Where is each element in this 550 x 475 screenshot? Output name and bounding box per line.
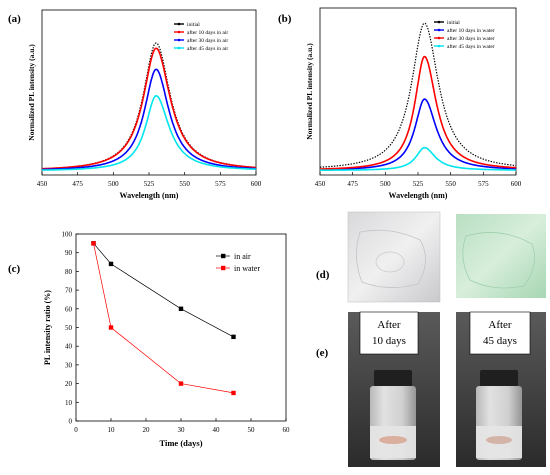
plot-frame [75,233,287,422]
y-tick-label: 30 [65,361,73,369]
x-tick-label: 600 [251,180,262,188]
x-tick-label: 575 [215,180,226,188]
data-point-0-1 [108,261,114,267]
y-axis-label: Normalized PL intensity (a.u.) [305,43,314,140]
legend-label-2: after 30 days in water [447,35,495,42]
x-axis-label: Wavelength (nm) [120,191,179,200]
data-point-0-2 [178,306,184,311]
x-tick-label: 450 [315,180,326,188]
panel-label-a: (a) [8,13,21,25]
y-tick-label: 20 [65,380,73,388]
caption-after-45-label: After [488,319,512,331]
x-tick-label: 550 [179,180,190,188]
y-axis-label: PL intensity ratio (%) [43,290,52,365]
data-point-1-1 [108,325,114,330]
data-point-1-3 [231,390,236,396]
data-point-0-3 [231,334,236,340]
x-tick-label: 600 [511,180,522,188]
panel-label-d: (d) [316,269,330,281]
x-axis-label: Time (days) [159,438,202,448]
series-line-1 [93,243,234,394]
y-tick-label: 90 [65,249,73,257]
x-tick-label: 500 [108,180,119,188]
y-tick-label: 40 [65,343,73,351]
chart-b: 450 475 500 525 550 575 600 Wavelength (nm) Norm… [305,7,522,200]
x-tick-label: 10 [108,426,116,434]
chart-c: 0 10 20 30 40 50 60 0 10 20 30 40 50 60 70 80 90 100 Time … [43,231,290,449]
photo-film-air [347,211,441,303]
legend-label-0: initial [187,22,200,28]
legend-marker-1 [437,28,441,32]
series-line-0 [41,42,257,170]
photo-vial-45-days: After 45 days [456,311,546,467]
legend-marker-2 [437,36,441,40]
series-line-0 [320,22,516,168]
legend-label-2: after 30 days in air [187,37,228,44]
series-line-3 [320,146,516,171]
x-tick-label: 500 [380,180,391,188]
series-line-0 [93,243,234,338]
legend-marker-1 [221,265,226,271]
chart-a: 450 475 500 525 550 575 600 Wavelength (nm) Norm… [27,9,262,200]
legend-label-3: after 45 days in water [447,43,495,50]
series-line-2 [320,55,516,170]
panel-label-b: (b) [278,13,292,25]
photo-vial-10-days: After 10 days [348,311,440,467]
legend-marker-1 [177,30,181,34]
panel-label-e: (e) [316,347,329,359]
y-tick-label: 100 [62,231,73,239]
x-tick-label: 450 [37,180,48,188]
y-tick-label: 0 [69,418,73,426]
y-tick-label: 10 [65,399,73,407]
caption-45-days: 45 days [483,335,517,347]
y-tick-label: 60 [65,305,73,313]
caption-10-days: 10 days [372,335,406,347]
y-tick-label: 50 [65,324,73,332]
x-tick-label: 475 [347,180,358,188]
x-tick-label: 525 [413,180,424,188]
y-tick-label: 80 [65,268,73,276]
y-tick-label: 70 [65,287,73,295]
legend-marker-3 [437,44,441,48]
x-tick-label: 575 [478,180,489,188]
legend-marker-3 [177,46,181,50]
x-tick-label: 0 [74,426,78,434]
x-tick-label: 40 [213,426,221,434]
legend-marker-2 [177,38,181,42]
series-line-3 [42,94,256,171]
series-line-1 [41,47,256,170]
x-tick-label: 550 [445,180,456,188]
legend-marker-0 [221,253,226,259]
panel-label-c: (c) [8,263,21,275]
x-tick-label: 475 [72,180,83,188]
series-line-2 [42,68,256,171]
legend-label-3: after 45 days in air [187,45,228,52]
photo-film-water [456,214,546,298]
x-tick-label: 30 [178,426,186,434]
legend-label-1: after 10 days in water [447,27,495,34]
legend-label-1: after 10 days in air [187,29,228,36]
x-tick-label: 60 [283,426,291,434]
legend-label-1: in water [234,264,260,273]
data-point-1-2 [178,381,184,386]
data-point-1-0 [91,241,96,246]
series-line-1 [319,98,516,171]
x-tick-label: 20 [143,426,151,434]
x-tick-label: 50 [248,426,256,434]
legend-label-0: in air [234,252,251,261]
legend-label-0: initial [447,20,460,26]
legend-marker-0 [177,22,181,26]
legend-marker-0 [437,20,441,24]
x-axis-label: Wavelength (nm) [389,191,448,200]
caption-after-10-label: After [377,319,401,331]
x-tick-label: 525 [144,180,155,188]
y-axis-label: Normalized PL intensity (a.u.) [27,44,36,141]
